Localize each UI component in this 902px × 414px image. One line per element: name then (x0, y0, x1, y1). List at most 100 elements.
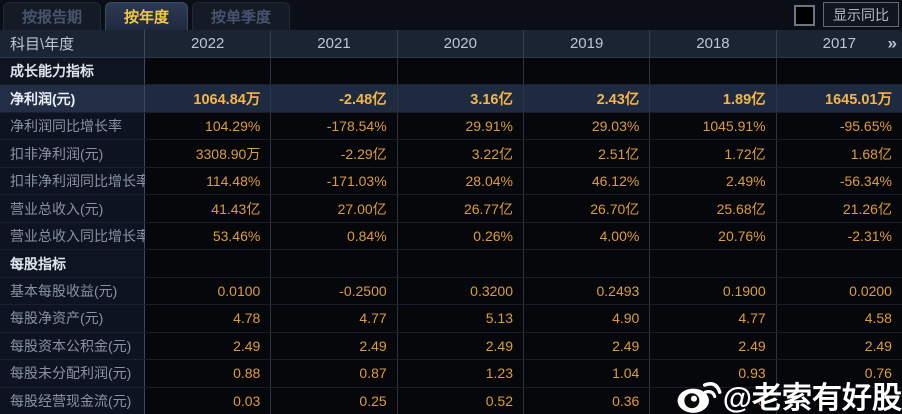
table-row[interactable]: 每股指标 (0, 250, 902, 278)
row-value-cell: 41.43亿 (145, 195, 272, 222)
corner-header-cell: 科目\年度 (0, 30, 145, 57)
row-value-cell: 2.49% (650, 167, 777, 195)
table-body: 成长能力指标 净利润(元) 1064.84万 -2.48亿 3.16亿 2.43亿 1.… (0, 58, 902, 414)
year-header-cell: 2018 (650, 30, 777, 57)
row-value-cell (145, 58, 272, 85)
row-value-cell (776, 387, 902, 414)
row-label: 每股指标 (0, 250, 145, 277)
row-value-cell: 3.16亿 (397, 85, 524, 112)
row-value-cell (776, 58, 902, 85)
row-value-cell: 0.36 (523, 387, 651, 414)
year-header-cell: 2019 (524, 30, 651, 57)
row-value-cell: 27.00亿 (271, 195, 398, 222)
row-label: 扣非净利润同比增长率 (0, 167, 150, 195)
row-value-cell: -178.54% (271, 112, 398, 140)
row-value-cell (271, 250, 398, 277)
row-value-cell: 0.25 (271, 387, 398, 414)
table-row[interactable]: 成长能力指标 (0, 58, 902, 86)
year-header-cells: 2022 2021 2020 2019 2018 2017» (145, 30, 902, 57)
row-value-cell: 104.29% (145, 112, 272, 140)
row-value-cell: 4.77 (271, 305, 398, 332)
row-value-cell: 2.49 (776, 332, 902, 360)
row-label: 营业总收入(元) (0, 195, 145, 222)
more-columns-icon[interactable]: » (887, 33, 898, 53)
table-row[interactable]: 扣非净利润同比增长率 114.48% -171.03% 28.04% 46.12% 2.… (0, 167, 902, 196)
row-label: 每股经营现金流(元) (0, 387, 145, 414)
row-value-cell: 4.58 (776, 305, 902, 332)
row-value-cell: 0.52 (397, 387, 524, 414)
row-label: 基本每股收益(元) (0, 277, 145, 305)
row-value-cell: 1.68亿 (776, 140, 902, 167)
table-row[interactable]: 扣非净利润(元) 3308.90万 -2.29亿 3.22亿 2.51亿 1.72亿 1.… (0, 140, 902, 168)
row-value-cell: 1.89亿 (650, 85, 777, 112)
row-value-cell: -171.03% (271, 167, 398, 195)
row-value-cell: 3.22亿 (397, 140, 524, 167)
year-header-cell: 2022 (145, 30, 272, 57)
row-value-cell (650, 58, 777, 85)
row-value-cell: 2.43亿 (523, 85, 651, 112)
table-row[interactable]: 净利润同比增长率 104.29% -178.54% 29.91% 29.03% 1045… (0, 112, 902, 141)
year-header-cell: 2020 (398, 30, 524, 57)
table-row[interactable]: 每股经营现金流(元) 0.03 0.25 0.52 0.36 0 (0, 387, 902, 414)
row-value-cell: 26.77亿 (397, 195, 524, 222)
year-header-cell: 2017» (822, 33, 898, 53)
row-value-cell (523, 250, 651, 277)
tab-by-quarter[interactable]: 按单季度 (192, 2, 291, 30)
row-value-cell: -2.31% (776, 222, 902, 250)
row-value-cell: 0.84% (271, 222, 398, 250)
row-label: 每股净资产(元) (0, 305, 145, 332)
row-value-cell: 25.68亿 (650, 195, 777, 222)
table-row[interactable]: 每股未分配利润(元) 0.88 0.87 1.23 1.04 0.93 0.76 (0, 360, 902, 388)
table-row[interactable]: 营业总收入同比增长率 53.46% 0.84% 0.26% 4.00% 20.76% -2… (0, 222, 902, 251)
row-value-cell: 1.04 (523, 360, 651, 387)
tab-by-report-period[interactable]: 按报告期 (3, 2, 102, 30)
table-row[interactable]: 基本每股收益(元) 0.0100 -0.2500 0.3200 0.2493 0.190… (0, 277, 902, 306)
tab-bar: 按报告期 按年度 按单季度 显示同比 (0, 0, 902, 30)
row-value-cell: 0.3200 (397, 277, 524, 305)
row-value-cell: 1.23 (397, 360, 524, 387)
show-yoy-checkbox[interactable] (794, 5, 815, 26)
row-value-cell: -2.48亿 (271, 85, 398, 112)
row-value-cell: 0.0200 (776, 277, 902, 305)
row-value-cell (776, 250, 902, 277)
row-value-cell: 2.49 (271, 332, 398, 360)
row-value-cell: 4.78 (145, 305, 272, 332)
row-value-cell: -95.65% (776, 112, 902, 140)
table-row[interactable]: 每股净资产(元) 4.78 4.77 5.13 4.90 4.77 4.58 (0, 305, 902, 333)
row-value-cell: 0.0100 (145, 277, 272, 305)
row-value-cell: -56.34% (776, 167, 902, 195)
row-value-cell: 29.03% (523, 112, 651, 140)
table-row[interactable]: 净利润(元) 1064.84万 -2.48亿 3.16亿 2.43亿 1.89亿 1645… (0, 85, 902, 113)
row-value-cell: 0.88 (145, 360, 272, 387)
row-value-cell (650, 250, 777, 277)
row-value-cell: 5.13 (397, 305, 524, 332)
tab-by-year[interactable]: 按年度 (105, 2, 189, 30)
table-header-row: 科目\年度 2022 2021 2020 2019 2018 2017» (0, 30, 902, 58)
row-value-cell: 4.90 (523, 305, 651, 332)
row-value-cell: 0.26% (397, 222, 524, 250)
row-label: 扣非净利润(元) (0, 140, 145, 167)
row-value-cell (271, 58, 398, 85)
row-value-cell: 4.77 (650, 305, 777, 332)
row-value-cell: 20.76% (650, 222, 777, 250)
row-value-cell: 0.2493 (523, 277, 651, 305)
row-label: 每股未分配利润(元) (0, 360, 145, 387)
row-value-cell: 0.93 (650, 360, 777, 387)
row-value-cell: 1045.91% (650, 112, 777, 140)
row-value-cell: 2.51亿 (523, 140, 651, 167)
row-value-cell: 2.49 (145, 332, 272, 360)
show-yoy-label[interactable]: 显示同比 (823, 2, 899, 27)
row-label: 净利润(元) (0, 85, 145, 112)
row-label: 营业总收入同比增长率 (0, 222, 150, 250)
row-value-cell: 28.04% (397, 167, 524, 195)
row-value-cell (145, 250, 272, 277)
row-value-cell: 29.91% (397, 112, 524, 140)
row-label: 净利润同比增长率 (0, 112, 145, 140)
row-value-cell: 2.49 (650, 332, 777, 360)
table-row[interactable]: 每股资本公积金(元) 2.49 2.49 2.49 2.49 2.49 2.49 (0, 332, 902, 361)
row-value-cell: 2.49 (523, 332, 651, 360)
row-value-cell: 0.76 (776, 360, 902, 387)
row-label: 每股资本公积金(元) (0, 332, 145, 360)
table-row[interactable]: 营业总收入(元) 41.43亿 27.00亿 26.77亿 26.70亿 25.68亿 2… (0, 195, 902, 223)
